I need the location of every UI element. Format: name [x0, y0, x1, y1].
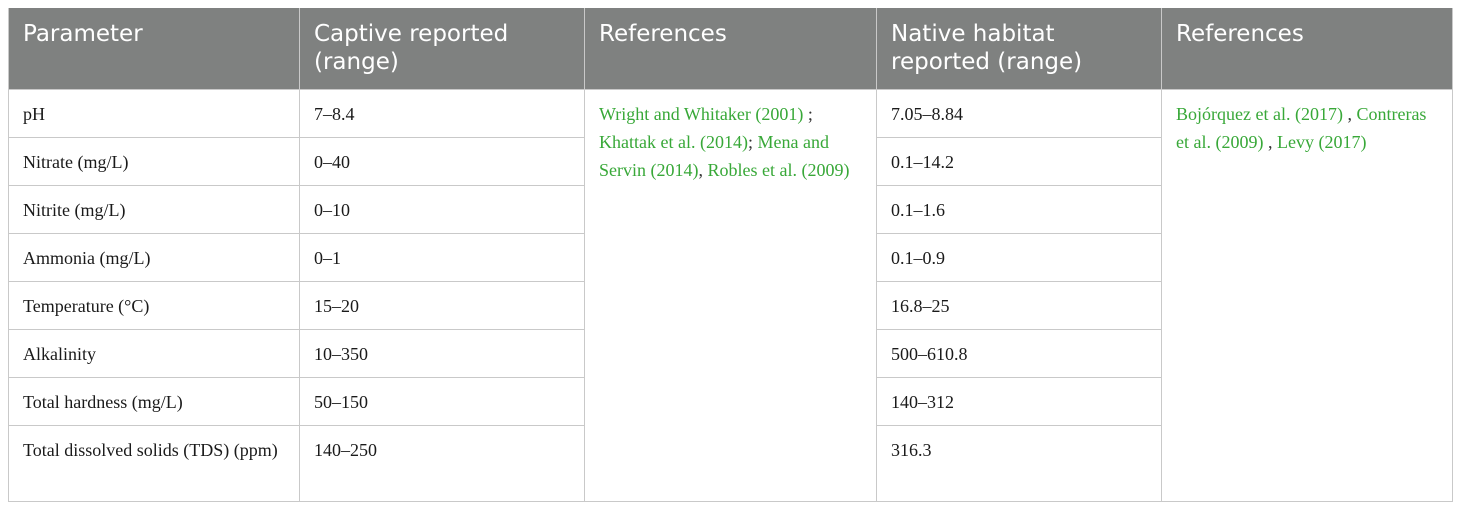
native-references-cell: Bojórquez et al. (2017) , Contreras et a… — [1161, 88, 1453, 502]
captive-range-cell: 140–250 — [299, 424, 585, 502]
reference-separator: , — [698, 159, 708, 180]
header-native-references: References — [1161, 8, 1453, 90]
captive-range-cell: 0–10 — [299, 184, 585, 234]
reference-link[interactable]: Bojórquez et al. (2017) — [1176, 103, 1343, 124]
native-range-cell: 500–610.8 — [876, 328, 1162, 378]
reference-separator: , — [1342, 103, 1352, 124]
captive-range-cell: 10–350 — [299, 328, 585, 378]
parameter-cell: Ammonia (mg/L) — [8, 232, 300, 282]
parameter-cell: Total hardness (mg/L) — [8, 376, 300, 426]
native-range-cell: 16.8–25 — [876, 280, 1162, 330]
parameter-cell: Alkalinity — [8, 328, 300, 378]
table-body: pH 7–8.4 Wright and Whitaker (2001) ; Kh… — [8, 88, 1453, 502]
table-row: pH 7–8.4 Wright and Whitaker (2001) ; Kh… — [8, 88, 1453, 502]
reference-link[interactable]: Contreras et al. (2009) — [1176, 103, 1427, 152]
captive-range-cell: 0–1 — [299, 232, 585, 282]
table-row: Alkalinity 10–350 500–610.8 — [8, 328, 1453, 378]
header-captive-references: References — [584, 8, 877, 90]
reference-link[interactable]: Wright and Whitaker (2001) — [599, 103, 804, 124]
header-captive-range: Captive reported (range) — [299, 8, 585, 90]
reference-link[interactable]: Robles et al. (2009) — [707, 159, 850, 180]
table-header: Parameter Captive reported (range) Refer… — [8, 8, 1453, 90]
native-range-cell: 316.3 — [876, 424, 1162, 502]
table-row: Ammonia (mg/L) 0–1 0.1–0.9 — [8, 232, 1453, 282]
reference-link[interactable]: Levy (2017) — [1276, 131, 1367, 152]
table-row: Nitrate (mg/L) 0–40 0.1–14.2 — [8, 136, 1453, 186]
header-parameter: Parameter — [8, 8, 300, 90]
native-range-cell: 7.05–8.84 — [876, 88, 1162, 138]
captive-references-cell: Wright and Whitaker (2001) ; Khattak et … — [584, 88, 877, 502]
captive-range-cell: 15–20 — [299, 280, 585, 330]
captive-range-cell: 0–40 — [299, 136, 585, 186]
reference-link[interactable]: Mena and Servin (2014) — [599, 131, 829, 180]
native-range-cell: 0.1–1.6 — [876, 184, 1162, 234]
native-range-cell: 140–312 — [876, 376, 1162, 426]
table-row: Temperature (°C) 15–20 16.8–25 — [8, 280, 1453, 330]
parameter-cell: Total dissolved solids (TDS) (ppm) — [8, 424, 300, 502]
reference-separator: ; — [747, 131, 758, 152]
parameter-cell: Nitrate (mg/L) — [8, 136, 300, 186]
table-row: Total hardness (mg/L) 50–150 140–312 — [8, 376, 1453, 426]
table-row: Nitrite (mg/L) 0–10 0.1–1.6 — [8, 184, 1453, 234]
native-range-cell: 0.1–0.9 — [876, 232, 1162, 282]
header-row: Parameter Captive reported (range) Refer… — [8, 8, 1453, 90]
parameter-cell: Temperature (°C) — [8, 280, 300, 330]
parameter-cell: pH — [8, 88, 300, 138]
reference-link[interactable]: Khattak et al. (2014) — [599, 131, 748, 152]
water-parameters-table: Parameter Captive reported (range) Refer… — [8, 8, 1453, 502]
table-row: Total dissolved solids (TDS) (ppm) 140–2… — [8, 424, 1453, 502]
reference-separator: ; — [803, 103, 813, 124]
reference-separator: , — [1263, 131, 1273, 152]
table-container: Parameter Captive reported (range) Refer… — [8, 8, 1453, 502]
captive-range-cell: 7–8.4 — [299, 88, 585, 138]
header-native-range: Native habitat reported (range) — [876, 8, 1162, 90]
parameter-cell: Nitrite (mg/L) — [8, 184, 300, 234]
captive-range-cell: 50–150 — [299, 376, 585, 426]
native-range-cell: 0.1–14.2 — [876, 136, 1162, 186]
